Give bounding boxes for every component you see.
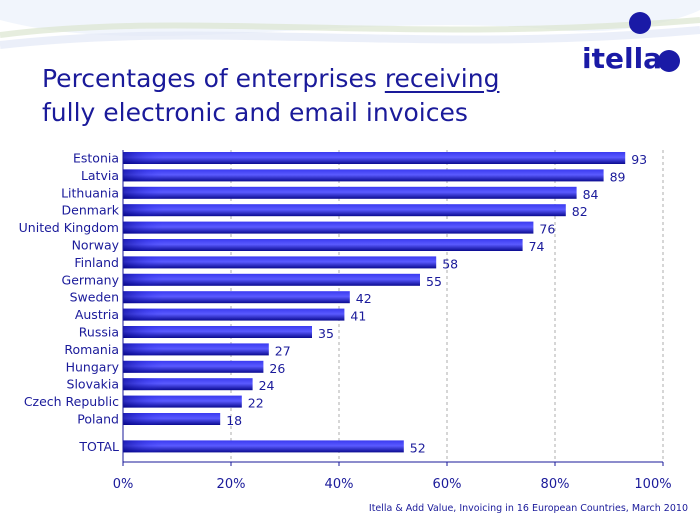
bar	[123, 273, 420, 286]
value-label: 55	[426, 274, 442, 289]
bar-shade	[123, 413, 163, 425]
category-label: Sweden	[70, 290, 119, 305]
value-label: 76	[539, 222, 555, 237]
value-label: 84	[583, 187, 599, 202]
title-part1: Percentages of enterprises	[42, 64, 385, 93]
header-swoosh-decoration	[0, 0, 700, 49]
category-label: Hungary	[66, 359, 120, 374]
category-label: Estonia	[73, 151, 119, 166]
x-tick-label: 60%	[433, 477, 462, 492]
value-label: 93	[631, 152, 647, 167]
value-label: 26	[269, 361, 285, 376]
category-label: Latvia	[81, 168, 119, 183]
bar-shade	[123, 360, 163, 373]
logo-dot-icon	[629, 12, 651, 34]
category-label: Finland	[74, 255, 119, 270]
category-label: Norway	[72, 238, 120, 253]
category-label: Lithuania	[61, 185, 119, 200]
bar-shade	[123, 221, 163, 234]
bar-shade	[123, 256, 163, 269]
value-label: 74	[529, 239, 545, 254]
value-label: 42	[356, 291, 372, 306]
bar-shade	[123, 239, 163, 251]
bar	[123, 239, 523, 251]
source-note: Itella & Add Value, Invoicing in 16 Euro…	[368, 503, 688, 514]
logo-dot-icon	[658, 50, 680, 72]
bar-shade	[123, 291, 163, 304]
bar	[123, 221, 534, 234]
x-tick-label: 20%	[217, 477, 246, 492]
value-label: 24	[259, 378, 275, 393]
title-line2: fully electronic and email invoices	[42, 98, 468, 127]
category-label: Germany	[62, 272, 120, 287]
bar	[123, 326, 312, 338]
bar	[123, 204, 566, 217]
bar	[123, 440, 404, 453]
x-tick-label: 100%	[634, 477, 671, 492]
bar	[123, 291, 350, 304]
value-label: 22	[248, 396, 264, 411]
category-label: United Kingdom	[19, 220, 119, 235]
category-label: Romania	[64, 342, 119, 357]
bar-shade	[123, 169, 163, 182]
bar	[123, 152, 626, 164]
bar-shade	[123, 378, 163, 391]
category-label: Poland	[77, 412, 119, 427]
bar-shade	[123, 326, 163, 338]
page-title: Percentages of enterprises receiving ful…	[42, 62, 542, 130]
value-label: 27	[275, 343, 291, 358]
value-label: 52	[410, 440, 426, 455]
bar-shade	[123, 273, 163, 286]
logo-text: itella	[582, 42, 663, 75]
bar-shade	[123, 343, 163, 356]
bar-shade	[123, 440, 163, 453]
x-tick-label: 80%	[541, 477, 570, 492]
value-label: 58	[442, 256, 458, 271]
bar	[123, 256, 437, 269]
itella-logo: itella	[582, 12, 682, 82]
value-label: 35	[318, 326, 334, 341]
title-underlined-word: receiving	[384, 64, 500, 93]
category-label: TOTAL	[78, 439, 119, 454]
category-label: Slovakia	[67, 377, 119, 392]
bar-shade	[123, 395, 163, 408]
value-label: 18	[226, 413, 242, 428]
category-label: Czech Republic	[24, 394, 119, 409]
bar-shade	[123, 204, 163, 217]
value-label: 82	[572, 204, 588, 219]
bar-shade	[123, 152, 163, 164]
x-tick-label: 40%	[325, 477, 354, 492]
bar-shade	[123, 186, 163, 199]
bar	[123, 308, 345, 321]
bar-shade	[123, 308, 163, 321]
value-label: 41	[350, 309, 366, 324]
x-tick-label: 0%	[113, 477, 134, 492]
value-label: 89	[610, 169, 626, 184]
bar	[123, 186, 577, 199]
bar	[123, 169, 604, 182]
category-label: Russia	[79, 325, 119, 340]
category-label: Denmark	[62, 203, 120, 218]
category-label: Austria	[75, 307, 119, 322]
